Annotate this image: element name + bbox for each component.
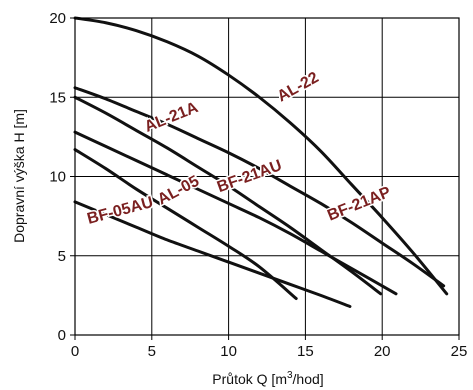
series-line-bf-21ap bbox=[73, 86, 446, 288]
y-tick-label: 15 bbox=[49, 89, 66, 106]
axes: 0 5 10 15 20 25 0 5 10 15 20 bbox=[49, 10, 467, 360]
x-tick-label: 15 bbox=[297, 343, 314, 360]
y-tick-label: 5 bbox=[58, 248, 66, 265]
series-curves bbox=[73, 16, 449, 308]
series-line-bf-21au bbox=[73, 130, 398, 296]
series-line-al-21a bbox=[73, 95, 383, 296]
y-tick-label: 20 bbox=[49, 10, 66, 27]
x-tick-label: 25 bbox=[451, 343, 468, 360]
series-line-al-05 bbox=[73, 148, 298, 301]
x-axis-title: Průtok Q [m3/hod] bbox=[212, 370, 323, 387]
series-label-bf-05au: BF-05AU bbox=[85, 194, 155, 228]
y-tick-label: 10 bbox=[49, 169, 66, 186]
x-tick-label: 10 bbox=[220, 343, 237, 360]
x-tick-label: 0 bbox=[71, 343, 79, 360]
series-line-bf-05au bbox=[73, 200, 352, 308]
series-label-al-22: AL-22 bbox=[275, 69, 322, 105]
series-line-al-22 bbox=[73, 16, 449, 296]
series-label-al-21a: AL-21A bbox=[142, 99, 201, 136]
x-tick-label: 5 bbox=[148, 343, 156, 360]
y-axis-title: Dopravní výška H [m] bbox=[11, 109, 27, 243]
series-label-al-05: AL-05 bbox=[155, 173, 202, 209]
x-tick-label: 20 bbox=[374, 343, 391, 360]
y-tick-label: 0 bbox=[58, 327, 66, 344]
